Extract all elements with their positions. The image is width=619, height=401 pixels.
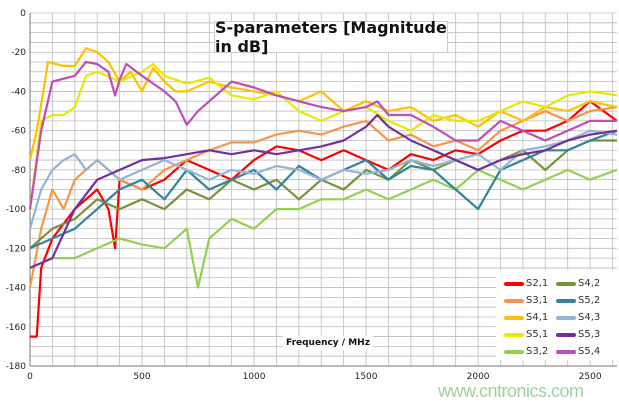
legend-swatch bbox=[556, 332, 576, 337]
legend-item: S5,1 bbox=[504, 329, 548, 340]
watermark: www.cntronics.com bbox=[438, 381, 584, 401]
y-tick-label: -60 bbox=[11, 127, 26, 137]
legend-swatch bbox=[504, 349, 524, 354]
legend-swatch bbox=[556, 315, 576, 320]
y-tick-label: -180 bbox=[6, 362, 27, 372]
legend-label: S5,1 bbox=[526, 329, 549, 340]
series-line-S5-1 bbox=[28, 62, 618, 210]
series-line-S4-3 bbox=[28, 129, 618, 230]
series-line-S5-3 bbox=[29, 113, 618, 269]
legend-item: S4,2 bbox=[556, 278, 600, 289]
series-line-S4-1 bbox=[28, 47, 618, 161]
x-tick-label: 0 bbox=[27, 372, 33, 382]
legend-label: S4,1 bbox=[526, 312, 549, 323]
y-tick-label: -160 bbox=[6, 323, 27, 333]
legend: S2,1 S3,1 S4,1 S5,1 S3,2 S4,2 S5,2 S4,3 S5,3 S5,4 bbox=[496, 270, 619, 360]
legend-label: S5,3 bbox=[578, 329, 601, 340]
y-tick-label: -40 bbox=[11, 87, 26, 97]
x-tick-label: 1500 bbox=[355, 372, 378, 382]
legend-item: S3,2 bbox=[504, 346, 548, 357]
legend-label: S5,2 bbox=[578, 295, 601, 306]
legend-swatch bbox=[556, 281, 576, 286]
legend-swatch bbox=[504, 315, 524, 320]
y-tick-label: -100 bbox=[6, 205, 27, 215]
x-tick-label: 1000 bbox=[243, 372, 266, 382]
y-tick-label: -20 bbox=[11, 48, 26, 58]
legend-swatch bbox=[556, 298, 576, 303]
legend-item: S5,4 bbox=[556, 346, 600, 357]
y-tick-label: -80 bbox=[11, 166, 26, 176]
x-tick-label: 2000 bbox=[467, 372, 490, 382]
series-line-S5-4 bbox=[28, 60, 617, 210]
legend-item: S4,1 bbox=[504, 312, 548, 323]
legend-label: S3,2 bbox=[526, 346, 549, 357]
legend-swatch bbox=[504, 298, 524, 303]
legend-swatch bbox=[504, 332, 524, 337]
series-line-S2-1 bbox=[30, 100, 618, 338]
legend-item: S5,2 bbox=[556, 295, 600, 306]
legend-label: S4,3 bbox=[578, 312, 601, 323]
legend-label: S2,1 bbox=[526, 278, 549, 289]
legend-swatch bbox=[556, 349, 576, 354]
y-tick-label: -120 bbox=[6, 244, 27, 254]
legend-item: S3,1 bbox=[504, 295, 548, 306]
x-axis-label: Frequency / MHz bbox=[283, 336, 373, 350]
y-tick-label: -140 bbox=[6, 284, 27, 294]
legend-item: S5,3 bbox=[556, 329, 600, 340]
legend-item: S4,3 bbox=[556, 312, 600, 323]
y-tick-label: 0 bbox=[20, 9, 26, 19]
legend-label: S3,1 bbox=[526, 295, 549, 306]
x-tick-label: 500 bbox=[133, 372, 150, 382]
legend-label: S5,4 bbox=[578, 346, 601, 357]
legend-label: S4,2 bbox=[578, 278, 601, 289]
legend-item: S2,1 bbox=[504, 278, 548, 289]
x-tick-label: 2500 bbox=[579, 372, 602, 382]
series-line-S3-2 bbox=[29, 168, 618, 289]
chart-title: S-parameters [Magnitude in dB] bbox=[214, 18, 448, 56]
legend-swatch bbox=[504, 281, 524, 286]
